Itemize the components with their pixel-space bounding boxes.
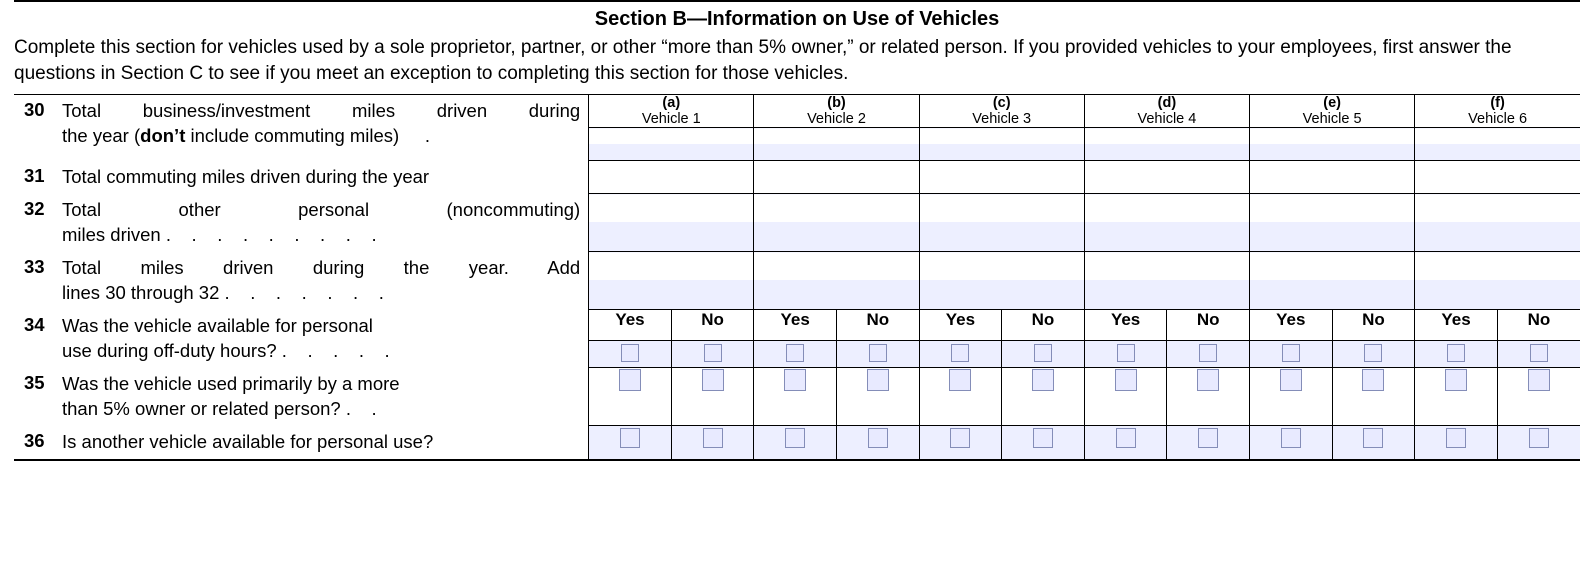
vehicle-use-table: 30 Total business/investment miles drive… xyxy=(14,95,1580,460)
no-header-d: No xyxy=(1167,310,1250,341)
input-31-d[interactable] xyxy=(1084,161,1249,194)
input-30-d[interactable] xyxy=(1084,128,1249,161)
vehicle-header-e: (e)Vehicle 5 xyxy=(1250,95,1415,128)
row-33-label: 33 Total miles driven during the year. A… xyxy=(14,252,589,310)
input-31-f[interactable] xyxy=(1415,161,1580,194)
check-36-f-yes[interactable] xyxy=(1415,426,1498,460)
check-35-d-yes[interactable] xyxy=(1084,368,1167,426)
input-32-e[interactable] xyxy=(1250,194,1415,252)
vehicle-header-b: (b)Vehicle 2 xyxy=(754,95,919,128)
yes-header-c: Yes xyxy=(919,310,1002,341)
check-34-f-yes[interactable] xyxy=(1415,341,1498,368)
section-instructions: Complete this section for vehicles used … xyxy=(14,35,1580,86)
input-30-a[interactable] xyxy=(589,128,754,161)
input-32-b[interactable] xyxy=(754,194,919,252)
section-title: Section B—Information on Use of Vehicles xyxy=(14,8,1580,31)
check-34-a-yes[interactable] xyxy=(589,341,672,368)
check-34-d-yes[interactable] xyxy=(1084,341,1167,368)
check-36-f-no[interactable] xyxy=(1497,426,1580,460)
check-36-e-no[interactable] xyxy=(1332,426,1415,460)
row-31-label: 31 Total commuting miles driven during t… xyxy=(14,161,589,194)
row-35-label: 35 Was the vehicle used primarily by a m… xyxy=(14,368,589,426)
input-32-a[interactable] xyxy=(589,194,754,252)
no-header-c: No xyxy=(1002,310,1085,341)
check-35-e-no[interactable] xyxy=(1332,368,1415,426)
check-34-b-no[interactable] xyxy=(836,341,919,368)
check-35-d-no[interactable] xyxy=(1167,368,1250,426)
input-33-e[interactable] xyxy=(1250,252,1415,310)
no-header-a: No xyxy=(671,310,754,341)
yes-header-f: Yes xyxy=(1415,310,1498,341)
yes-header-a: Yes xyxy=(589,310,672,341)
check-36-a-no[interactable] xyxy=(671,426,754,460)
check-34-e-yes[interactable] xyxy=(1250,341,1333,368)
input-33-b[interactable] xyxy=(754,252,919,310)
check-36-b-yes[interactable] xyxy=(754,426,837,460)
check-35-a-no[interactable] xyxy=(671,368,754,426)
input-30-e[interactable] xyxy=(1250,128,1415,161)
input-33-a[interactable] xyxy=(589,252,754,310)
check-35-c-no[interactable] xyxy=(1002,368,1085,426)
check-36-b-no[interactable] xyxy=(836,426,919,460)
input-32-c[interactable] xyxy=(919,194,1084,252)
vehicle-header-a: (a)Vehicle 1 xyxy=(589,95,754,128)
input-30-c[interactable] xyxy=(919,128,1084,161)
row-30-label: 30 Total business/investment miles drive… xyxy=(14,95,589,161)
input-33-c[interactable] xyxy=(919,252,1084,310)
check-34-c-yes[interactable] xyxy=(919,341,1002,368)
no-header-f: No xyxy=(1497,310,1580,341)
input-31-a[interactable] xyxy=(589,161,754,194)
check-34-a-no[interactable] xyxy=(671,341,754,368)
input-33-d[interactable] xyxy=(1084,252,1249,310)
no-header-e: No xyxy=(1332,310,1415,341)
input-31-e[interactable] xyxy=(1250,161,1415,194)
input-30-b[interactable] xyxy=(754,128,919,161)
input-31-b[interactable] xyxy=(754,161,919,194)
check-35-a-yes[interactable] xyxy=(589,368,672,426)
check-35-b-no[interactable] xyxy=(836,368,919,426)
check-34-d-no[interactable] xyxy=(1167,341,1250,368)
check-35-e-yes[interactable] xyxy=(1250,368,1333,426)
check-35-b-yes[interactable] xyxy=(754,368,837,426)
input-32-f[interactable] xyxy=(1415,194,1580,252)
check-36-c-no[interactable] xyxy=(1002,426,1085,460)
yes-header-e: Yes xyxy=(1250,310,1333,341)
section-header: Section B—Information on Use of Vehicles… xyxy=(14,0,1580,95)
yes-header-b: Yes xyxy=(754,310,837,341)
check-36-d-no[interactable] xyxy=(1167,426,1250,460)
no-header-b: No xyxy=(836,310,919,341)
check-35-f-yes[interactable] xyxy=(1415,368,1498,426)
vehicle-header-d: (d)Vehicle 4 xyxy=(1084,95,1249,128)
check-35-f-no[interactable] xyxy=(1497,368,1580,426)
yes-header-d: Yes xyxy=(1084,310,1167,341)
check-36-d-yes[interactable] xyxy=(1084,426,1167,460)
row-36-label: 36 Is another vehicle available for pers… xyxy=(14,426,589,460)
check-34-b-yes[interactable] xyxy=(754,341,837,368)
vehicle-header-c: (c)Vehicle 3 xyxy=(919,95,1084,128)
check-34-c-no[interactable] xyxy=(1002,341,1085,368)
check-36-c-yes[interactable] xyxy=(919,426,1002,460)
input-33-f[interactable] xyxy=(1415,252,1580,310)
check-34-f-no[interactable] xyxy=(1497,341,1580,368)
check-36-a-yes[interactable] xyxy=(589,426,672,460)
vehicle-header-f: (f)Vehicle 6 xyxy=(1415,95,1580,128)
check-34-e-no[interactable] xyxy=(1332,341,1415,368)
check-36-e-yes[interactable] xyxy=(1250,426,1333,460)
input-30-f[interactable] xyxy=(1415,128,1580,161)
row-32-label: 32 Total other personal (noncommuting) m… xyxy=(14,194,589,252)
row-34-label: 34 Was the vehicle available for persona… xyxy=(14,310,589,368)
check-35-c-yes[interactable] xyxy=(919,368,1002,426)
input-32-d[interactable] xyxy=(1084,194,1249,252)
input-31-c[interactable] xyxy=(919,161,1084,194)
